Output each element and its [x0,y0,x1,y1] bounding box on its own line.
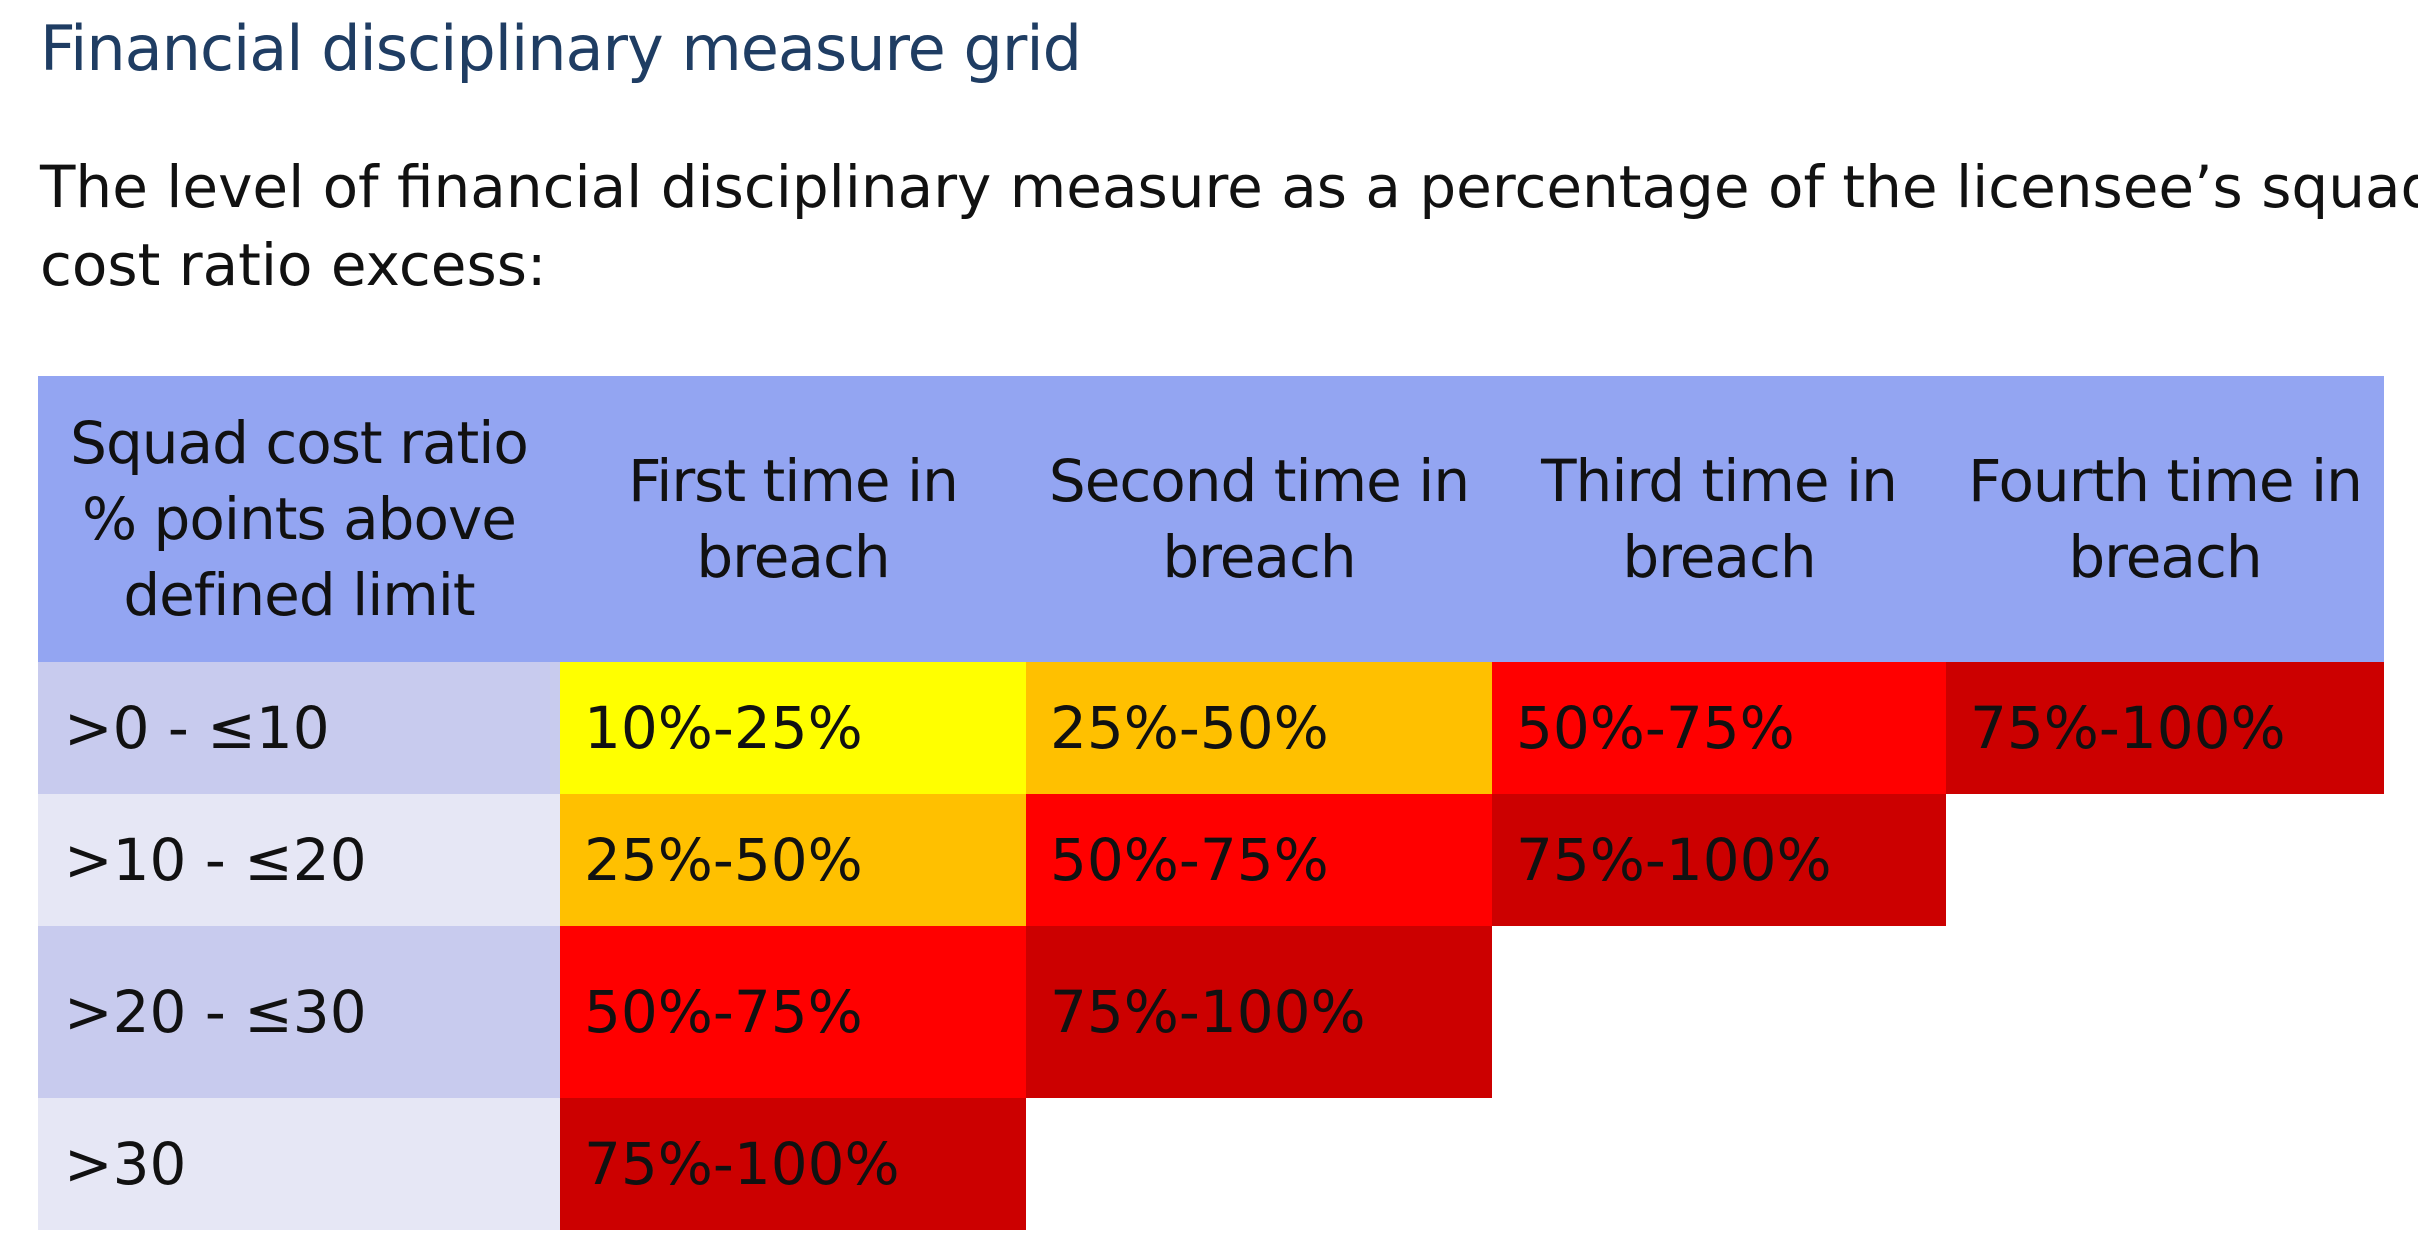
measure-cell: 50%-75% [1492,662,1946,794]
empty-cell [1492,1098,1946,1230]
page-title: Financial disciplinary measure grid [40,12,1082,85]
measure-cell: 75%-100% [1026,926,1492,1098]
table-header-row: Squad cost ratio % points above defined … [38,376,2384,662]
empty-cell [1492,926,1946,1098]
measure-cell: 50%-75% [560,926,1026,1098]
table-row: >10 - ≤20 25%-50% 50%-75% 75%-100% [38,794,2384,926]
empty-cell [1946,1098,2384,1230]
measure-cell: 75%-100% [1492,794,1946,926]
header-first-breach: First time in breach [560,376,1026,662]
header-text-line: defined limit [123,561,475,629]
range-cell: >20 - ≤30 [38,926,560,1098]
header-text-line: % points above [82,485,517,553]
header-text-line: Fourth time in [1968,447,2363,515]
table-row: >20 - ≤30 50%-75% 75%-100% [38,926,2384,1098]
header-text-line: Second time in [1048,447,1470,515]
intro-line-2: cost ratio excess: [40,231,547,299]
measure-cell: 25%-50% [1026,662,1492,794]
measure-cell: 75%-100% [1946,662,2384,794]
header-text-line: breach [696,523,890,591]
empty-cell [1946,794,2384,926]
empty-cell [1026,1098,1492,1230]
table-row: >0 - ≤10 10%-25% 25%-50% 50%-75% 75%-100… [38,662,2384,794]
measure-cell: 75%-100% [560,1098,1026,1230]
range-cell: >30 [38,1098,560,1230]
header-fourth-breach: Fourth time in breach [1946,376,2384,662]
header-text-line: Third time in [1541,447,1898,515]
range-cell: >10 - ≤20 [38,794,560,926]
intro-paragraph: The level of financial disciplinary meas… [40,148,2418,304]
header-text-line: breach [1622,523,1816,591]
range-cell: >0 - ≤10 [38,662,560,794]
header-second-breach: Second time in breach [1026,376,1492,662]
table-row: >30 75%-100% [38,1098,2384,1230]
disciplinary-measure-table: Squad cost ratio % points above defined … [38,376,2384,1230]
empty-cell [1946,926,2384,1098]
header-squad-cost-ratio: Squad cost ratio % points above defined … [38,376,560,662]
measure-cell: 50%-75% [1026,794,1492,926]
header-text-line: First time in [628,447,959,515]
header-third-breach: Third time in breach [1492,376,1946,662]
header-text-line: breach [1162,523,1356,591]
measure-cell: 25%-50% [560,794,1026,926]
measure-cell: 10%-25% [560,662,1026,794]
header-text-line: Squad cost ratio [70,409,529,477]
intro-line-1: The level of financial disciplinary meas… [40,153,2418,221]
header-text-line: breach [2068,523,2262,591]
